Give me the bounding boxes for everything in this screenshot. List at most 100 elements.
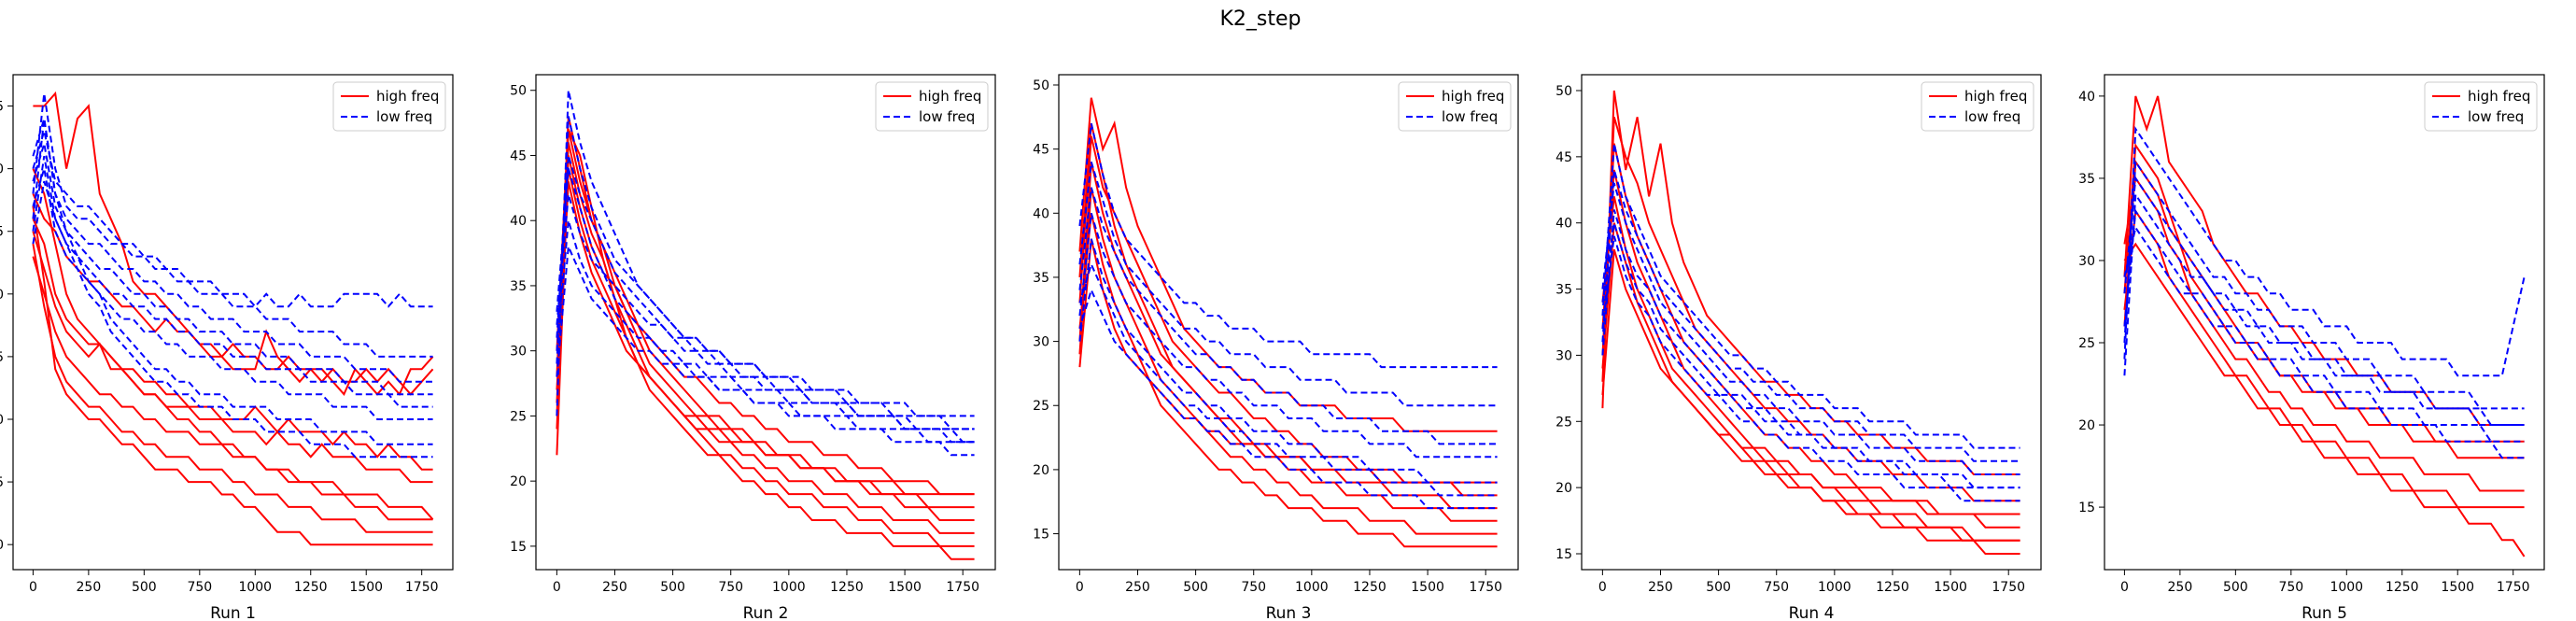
low-freq-line-12 [32, 143, 433, 396]
subplot-run-1: 0 250 500 750 1000 1250 1500 1750 10 15 20 25 30 35 40… [0, 74, 454, 621]
x-tick-label: 1000 [1818, 580, 1851, 595]
high-freq-line-4 [556, 142, 975, 547]
high-freq-line-7 [32, 205, 433, 546]
low-freq-line-16 [32, 180, 433, 459]
high-freq-line-5 [2123, 242, 2526, 557]
low-freq-line-13 [1078, 261, 1498, 497]
x-tick-label: 1750 [405, 580, 439, 595]
subplot-run-5: 0 250 500 750 1000 1250 1500 1750 15 20 25 30 35 40 Ru… [2078, 74, 2545, 621]
y-tick-label: 35 [0, 225, 4, 240]
high-freq-line-8 [32, 168, 433, 521]
x-tick-label: 0 [1598, 580, 1607, 595]
legend: high freq low freq [1398, 81, 1512, 132]
x-tick-label: 1500 [2441, 580, 2474, 595]
low-freq-line-11 [32, 118, 433, 383]
x-tick-label: 250 [77, 580, 102, 595]
x-axis-label: Run 3 [1266, 604, 1312, 621]
high-freq-line-2 [1078, 135, 1498, 497]
series-group [1601, 90, 2020, 555]
legend-box [875, 81, 989, 132]
y-tick-label: 25 [1555, 415, 1572, 430]
y-tick-label: 40 [510, 214, 527, 229]
figure-title: K2_step [1219, 7, 1301, 31]
high-freq-line-2 [556, 129, 975, 521]
x-tick-label: 0 [2120, 580, 2129, 595]
low-freq-line-11 [556, 194, 975, 430]
x-tick-label: 1500 [349, 580, 383, 595]
y-tick-label: 20 [1033, 463, 1049, 478]
legend-high-freq-label: high freq [1442, 88, 1504, 105]
series-group [1078, 97, 1498, 548]
x-tick-label: 750 [187, 580, 212, 595]
y-tick-label: 50 [510, 84, 527, 99]
x-tick-label: 750 [1241, 580, 1266, 595]
y-tick-label: 45 [1033, 143, 1049, 158]
y-tick-label: 50 [1033, 78, 1049, 93]
x-axis-label: Run 2 [743, 604, 789, 621]
subplot-run-2: 0 250 500 750 1000 1250 1500 1750 15 20 25 30 35 40 45… [510, 74, 996, 621]
low-freq-line-15 [32, 118, 433, 445]
low-freq-line-10 [1601, 182, 2020, 475]
y-tick-label: 15 [1555, 547, 1572, 562]
high-freq-line-4 [1601, 169, 2020, 542]
high-freq-line-7 [556, 181, 975, 496]
y-tick-label: 40 [1033, 206, 1049, 221]
legend: high freq low freq [1921, 81, 2034, 132]
y-tick-label: 45 [0, 100, 4, 115]
x-tick-label: 1250 [294, 580, 328, 595]
low-freq-line-8 [1601, 143, 2020, 449]
y-tick-label: 30 [1555, 348, 1572, 363]
y-tick-label: 15 [1033, 528, 1049, 543]
x-tick-label: 1500 [1934, 580, 1967, 595]
legend-low-freq-label: low freq [376, 108, 432, 125]
axes-frame [1058, 74, 1519, 571]
x-axis-label: Run 1 [210, 604, 256, 621]
x-tick-label: 1750 [946, 580, 979, 595]
series-group [556, 90, 975, 560]
low-freq-line-14 [556, 243, 975, 444]
y-tick-label: 35 [2078, 172, 2095, 187]
low-freq-line-8 [556, 90, 975, 417]
y-tick-label: 25 [1033, 399, 1049, 414]
x-tick-label: 1000 [772, 580, 806, 595]
x-tick-label: 1250 [2386, 580, 2419, 595]
axes-frame [535, 74, 996, 571]
high-freq-line-5 [32, 256, 434, 520]
y-tick-label: 25 [0, 350, 4, 365]
y-tick-label: 20 [1555, 481, 1572, 496]
high-freq-line-5 [1078, 213, 1498, 548]
legend: high freq low freq [332, 81, 446, 132]
x-tick-label: 0 [29, 580, 37, 595]
x-tick-label: 750 [2278, 580, 2303, 595]
subplots: 0250500750100012501500175010152025303540… [0, 74, 2545, 621]
high-freq-line-3 [2123, 176, 2525, 492]
x-axis-label: Run 4 [1789, 604, 1835, 621]
legend-low-freq-label: low freq [1964, 108, 2020, 125]
low-freq-line-11 [2123, 208, 2525, 443]
axes-frame [12, 74, 454, 571]
x-tick-label: 1500 [1411, 580, 1444, 595]
x-tick-label: 500 [2223, 580, 2248, 595]
low-freq-line-13 [556, 168, 975, 457]
low-freq-line-10 [556, 155, 975, 444]
low-freq-line-7 [2123, 126, 2526, 377]
y-tick-label: 15 [510, 540, 527, 555]
x-tick-label: 1000 [238, 580, 272, 595]
x-tick-label: 250 [2168, 580, 2193, 595]
low-freq-line-13 [32, 156, 433, 408]
x-tick-label: 500 [660, 580, 685, 595]
low-freq-line-9 [1601, 169, 2020, 462]
x-tick-label: 1000 [1295, 580, 1329, 595]
low-freq-line-10 [2123, 176, 2525, 426]
high-freq-line-6 [2123, 159, 2525, 443]
high-freq-line-3 [1601, 143, 2020, 529]
high-freq-line-7 [1601, 248, 2020, 515]
high-freq-line-4 [1078, 187, 1498, 535]
low-freq-line-9 [32, 127, 433, 308]
y-tick-label: 50 [1555, 84, 1572, 99]
y-tick-label: 20 [510, 474, 527, 489]
y-tick-label: 30 [1033, 335, 1049, 350]
x-tick-label: 250 [602, 580, 627, 595]
high-freq-line-7 [1078, 122, 1498, 510]
legend-box [1398, 81, 1512, 132]
